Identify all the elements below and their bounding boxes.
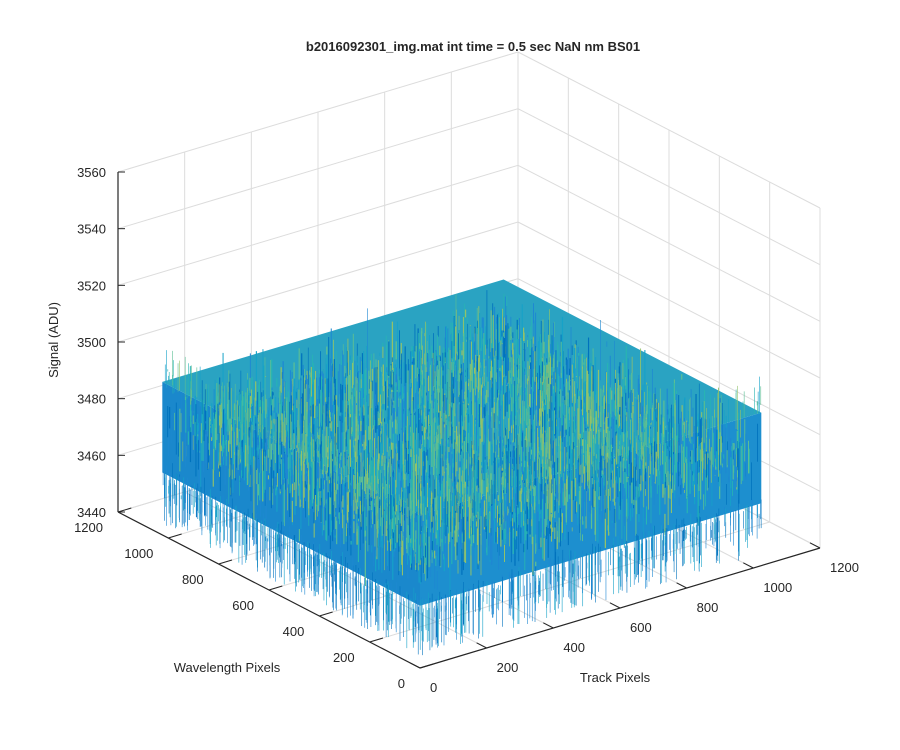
side-wall-grid-line bbox=[517, 164, 821, 322]
back-wall-grid-line bbox=[117, 221, 519, 343]
back-wall-grid-line bbox=[117, 51, 519, 173]
side-wall-grid-line bbox=[517, 221, 821, 379]
back-wall-grid-line bbox=[117, 164, 519, 286]
back-wall-grid-line bbox=[117, 108, 519, 230]
side-wall-grid-line bbox=[517, 51, 821, 209]
side-wall-grid-line bbox=[517, 278, 821, 436]
data-surface bbox=[162, 279, 762, 656]
side-wall-grid-line bbox=[517, 108, 821, 266]
